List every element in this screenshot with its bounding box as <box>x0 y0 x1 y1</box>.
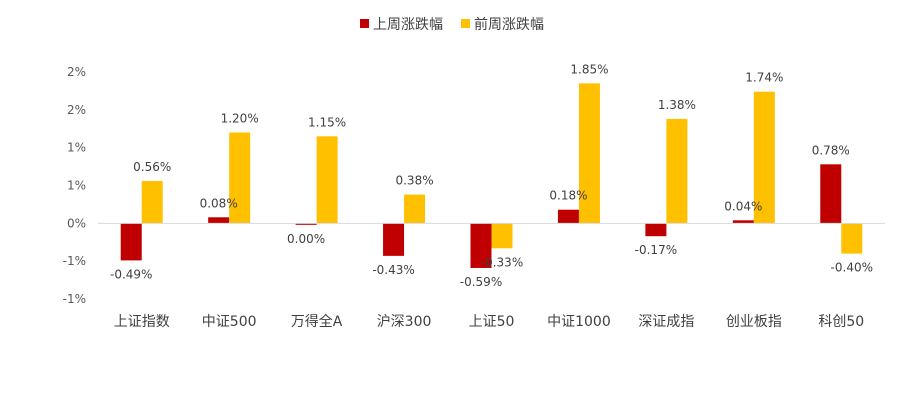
bars <box>120 83 863 268</box>
bar-last-week <box>557 209 579 224</box>
bar-prev-week <box>404 194 426 224</box>
legend-label-prev-week: 前周涨跌幅 <box>474 16 544 33</box>
x-category-label: 中证500 <box>202 314 257 330</box>
bar-last-week <box>120 223 142 261</box>
y-tick-label: -1% <box>63 254 86 268</box>
bar-prev-week <box>316 136 338 224</box>
data-label-last-week: 0.00% <box>287 232 325 246</box>
x-category-label: 上证50 <box>469 314 515 330</box>
data-label-prev-week: 0.38% <box>395 174 433 188</box>
x-category-label: 上证指数 <box>114 314 170 330</box>
bar-prev-week <box>666 118 688 224</box>
bar-last-week <box>208 217 230 224</box>
y-tick-label: -1% <box>63 292 86 306</box>
x-axis: 上证指数 中证500 万得全A 沪深300 上证50 中证1000 深证成指 创业板指 科创50 <box>98 222 885 330</box>
bar-prev-week <box>841 223 863 254</box>
data-label-last-week: 0.08% <box>200 196 238 210</box>
x-category-label: 科创50 <box>818 314 864 330</box>
y-tick-label: 1% <box>67 179 86 193</box>
data-label-last-week: -0.49% <box>110 267 152 281</box>
data-label-last-week: -0.17% <box>635 243 677 257</box>
y-tick-label: 1% <box>67 141 86 155</box>
y-axis: 2% 2% 1% 1% 0% -1% -1% <box>63 65 86 306</box>
data-label-prev-week: -0.40% <box>831 261 873 275</box>
bar-prev-week <box>491 223 513 249</box>
data-label-prev-week: 0.56% <box>133 160 171 174</box>
bar-last-week <box>820 164 842 224</box>
x-category-label: 中证1000 <box>547 314 611 330</box>
data-label-prev-week: -0.33% <box>481 255 523 269</box>
bar-prev-week <box>578 83 600 224</box>
data-label-last-week: -0.59% <box>460 275 502 289</box>
bar-prev-week <box>753 91 775 224</box>
data-label-prev-week: 1.38% <box>658 98 696 112</box>
legend-label-last-week: 上周涨跌幅 <box>373 17 443 33</box>
bar-last-week <box>645 223 667 237</box>
bar-prev-week <box>229 132 251 224</box>
data-label-last-week: -0.43% <box>372 263 414 277</box>
bar-last-week <box>732 220 754 224</box>
x-category-label: 创业板指 <box>726 314 782 330</box>
data-label-prev-week: 1.15% <box>308 115 346 129</box>
data-label-last-week: 0.04% <box>724 199 762 213</box>
legend-swatch-last-week <box>360 19 369 28</box>
legend-swatch-prev-week <box>461 19 470 28</box>
bar-prev-week <box>141 180 163 224</box>
legend: 上周涨跌幅 前周涨跌幅 <box>360 16 544 33</box>
x-category-label: 深证成指 <box>638 314 694 330</box>
y-tick-label: 2% <box>67 103 86 117</box>
data-label-last-week: 0.18% <box>549 189 587 203</box>
x-category-label: 沪深300 <box>377 314 432 330</box>
bar-last-week <box>470 223 492 268</box>
data-label-prev-week: 1.85% <box>570 62 608 76</box>
y-tick-label: 2% <box>67 65 86 79</box>
bar-last-week <box>295 223 317 225</box>
data-label-prev-week: 1.74% <box>745 71 783 85</box>
data-label-prev-week: 1.20% <box>221 112 259 126</box>
y-tick-label: 0% <box>67 216 86 230</box>
bar-last-week <box>383 223 405 256</box>
data-label-last-week: 0.78% <box>812 143 850 157</box>
x-category-label: 万得全A <box>291 313 343 330</box>
data-labels: -0.49% 0.56% 0.08% 1.20% 0.00% 1.15% -0.43% 0.3… <box>110 62 873 289</box>
